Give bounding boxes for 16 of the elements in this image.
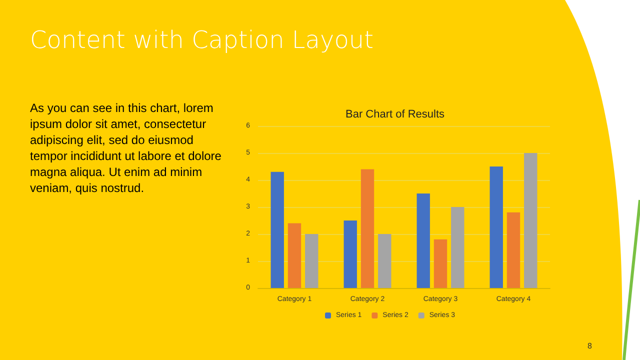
bar	[378, 234, 392, 288]
bar	[506, 212, 520, 288]
text: Content with Caption Layout	[30, 26, 374, 54]
bar	[451, 207, 464, 288]
bar	[344, 220, 357, 288]
text: As you can see in this chart, lorem ipsum dolor sit amet, consectetur adipiscing elit, sed do eiusmod tempor incididunt ut labore et dolore magna aliqua. Ut enim ad minim veniam, quis nostrud.	[30, 101, 225, 195]
bar	[490, 166, 503, 288]
bar	[288, 223, 302, 288]
bar	[305, 234, 318, 288]
bar	[360, 169, 374, 288]
bar	[524, 153, 538, 288]
bar	[416, 194, 430, 288]
chart-title: Bar Chart of Results	[345, 108, 446, 120]
bar	[270, 172, 284, 288]
bar	[434, 239, 448, 288]
text: 8	[588, 342, 593, 350]
